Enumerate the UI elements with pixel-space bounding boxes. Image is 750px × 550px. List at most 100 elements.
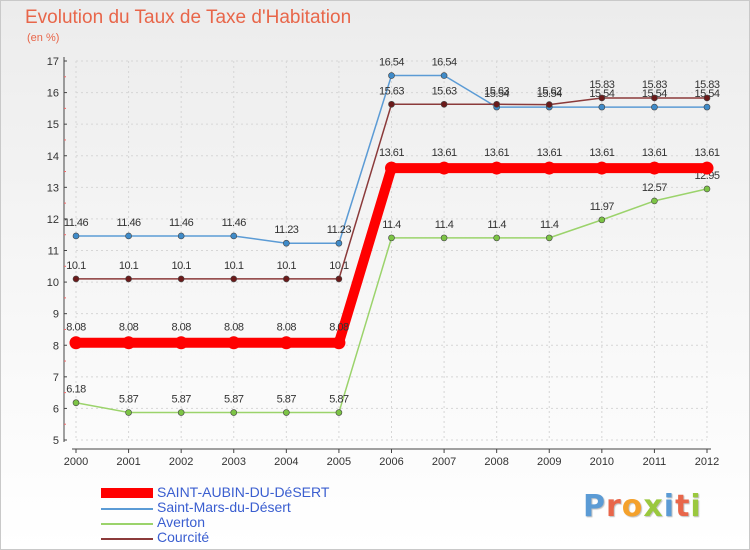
data-label: 11.46 bbox=[169, 217, 194, 229]
data-point bbox=[703, 185, 711, 193]
x-tick-label: 2007 bbox=[432, 456, 456, 468]
data-label: 6.18 bbox=[66, 384, 86, 396]
chart-subtitle: (en %) bbox=[27, 32, 60, 44]
data-point bbox=[385, 161, 398, 175]
data-label: 15.83 bbox=[694, 79, 719, 91]
data-point bbox=[703, 103, 711, 111]
data-label: 15.83 bbox=[642, 79, 667, 91]
x-tick-label: 2001 bbox=[116, 456, 140, 468]
legend-label: Courcité bbox=[157, 529, 210, 545]
data-point bbox=[174, 336, 188, 350]
data-label: 5.87 bbox=[119, 394, 139, 406]
logo-letter: i bbox=[663, 489, 676, 524]
y-tick-label: 6 bbox=[53, 403, 59, 415]
y-tick-label: 9 bbox=[53, 309, 59, 321]
data-point bbox=[335, 409, 343, 416]
logo-letter: r bbox=[606, 489, 622, 524]
data-point bbox=[125, 275, 132, 283]
data-label: 16.54 bbox=[432, 57, 457, 69]
data-point bbox=[440, 234, 448, 242]
y-tick-label: 13 bbox=[47, 182, 59, 194]
x-tick-label: 2011 bbox=[643, 456, 667, 468]
y-tick-label: 17 bbox=[47, 56, 59, 68]
data-point bbox=[283, 409, 290, 416]
legend-label: SAINT-AUBIN-DU-DéSERT bbox=[157, 484, 330, 500]
logo-letter: i bbox=[690, 489, 702, 524]
legend-swatch bbox=[101, 488, 153, 498]
x-tick-label: 2004 bbox=[274, 456, 298, 468]
data-point bbox=[283, 275, 290, 283]
data-label: 11.4 bbox=[382, 219, 401, 231]
data-point bbox=[230, 409, 238, 416]
series-Averton: 6.18 5.87 5.87 5.87 5.87 5.87 11.4 11.4 11.4 11.4… bbox=[66, 170, 720, 416]
data-point bbox=[545, 101, 553, 108]
data-label: 11.46 bbox=[64, 217, 89, 229]
data-label: 5.87 bbox=[329, 394, 349, 406]
data-label: 15.54 bbox=[694, 88, 719, 100]
data-point bbox=[437, 161, 451, 175]
data-label: 15.63 bbox=[432, 85, 457, 97]
legend-label: Averton bbox=[157, 514, 205, 530]
logo-letter: o bbox=[621, 489, 644, 524]
data-label: 11.23 bbox=[327, 224, 352, 236]
y-tick-label: 16 bbox=[47, 88, 59, 100]
data-label: 11.46 bbox=[222, 217, 247, 229]
data-point bbox=[279, 336, 293, 350]
data-point bbox=[177, 409, 185, 416]
data-label: 13.61 bbox=[537, 147, 562, 159]
x-tick-label: 2009 bbox=[537, 456, 561, 468]
data-label: 8.08 bbox=[66, 322, 86, 334]
data-label: 12.57 bbox=[642, 182, 667, 194]
y-tick-label: 7 bbox=[53, 372, 59, 384]
x-tick-label: 2010 bbox=[590, 456, 614, 468]
y-tick-label: 14 bbox=[47, 151, 59, 163]
series-Courcité: 10.1 10.1 10.1 10.1 10.1 10.115.63 15.63 15.63 1… bbox=[66, 79, 720, 283]
data-label: 11.46 bbox=[116, 217, 141, 229]
data-label: 10.1 bbox=[66, 260, 86, 272]
y-tick-label: 10 bbox=[47, 277, 59, 289]
data-point bbox=[72, 232, 80, 240]
y-tick-label: 8 bbox=[53, 340, 59, 352]
legend-swatch bbox=[101, 523, 153, 525]
data-point bbox=[542, 161, 556, 175]
chart-title: Evolution du Taux de Taxe d'Habitation bbox=[25, 7, 352, 28]
logo-letter: x bbox=[643, 489, 664, 524]
y-tick-label: 11 bbox=[48, 246, 59, 258]
data-point bbox=[703, 94, 711, 102]
logo-letter: P bbox=[583, 489, 606, 524]
data-point bbox=[700, 161, 714, 175]
data-point bbox=[647, 161, 661, 175]
data-point bbox=[651, 103, 658, 111]
data-point bbox=[283, 239, 290, 247]
data-label: 15.54 bbox=[589, 88, 614, 100]
data-point bbox=[125, 232, 132, 240]
x-tick-label: 2005 bbox=[327, 456, 351, 468]
data-point bbox=[388, 234, 395, 242]
data-point bbox=[493, 100, 500, 108]
data-point bbox=[125, 409, 132, 416]
data-label: 13.61 bbox=[484, 147, 509, 159]
data-point bbox=[122, 336, 136, 350]
data-point bbox=[230, 232, 238, 240]
x-tick-label: 2000 bbox=[64, 456, 88, 468]
data-label: 16.54 bbox=[379, 57, 404, 69]
data-point bbox=[598, 216, 606, 224]
data-label: 8.08 bbox=[119, 322, 139, 334]
data-label: 13.61 bbox=[432, 147, 457, 159]
data-label: 10.1 bbox=[119, 260, 139, 272]
data-label: 11.4 bbox=[540, 219, 559, 231]
data-point bbox=[490, 161, 504, 175]
data-label: 8.08 bbox=[224, 322, 244, 334]
y-tick-label: 15 bbox=[47, 119, 59, 131]
legend-swatch bbox=[101, 538, 153, 540]
data-point bbox=[177, 275, 185, 283]
data-label: 15.54 bbox=[642, 88, 667, 100]
data-point bbox=[227, 336, 241, 350]
data-point bbox=[332, 336, 346, 350]
data-label: 8.08 bbox=[171, 322, 191, 334]
data-label: 5.87 bbox=[224, 394, 244, 406]
data-label: 13.61 bbox=[694, 147, 719, 159]
data-label: 11.23 bbox=[274, 224, 299, 236]
data-label: 15.63 bbox=[484, 85, 509, 97]
